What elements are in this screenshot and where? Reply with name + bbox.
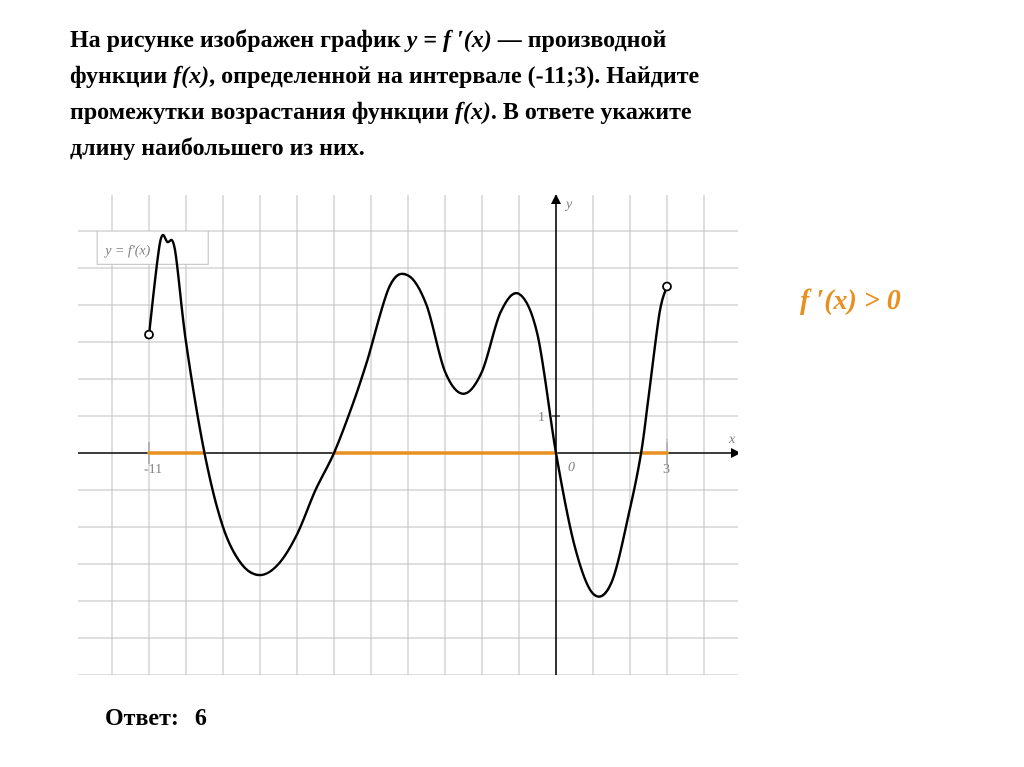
svg-text:x: x	[728, 432, 736, 447]
svg-text:y = f'(x): y = f'(x)	[103, 243, 150, 258]
svg-text:1: 1	[538, 410, 545, 425]
svg-text:-11: -11	[144, 462, 162, 477]
graph-container: 0 1 -11 3 x y y = f'(x)	[78, 195, 738, 675]
text-part: — производной	[492, 27, 667, 53]
derivative-condition: f ′(x) > 0	[800, 285, 901, 317]
problem-statement: На рисунке изображен график y = f ′(x) —…	[70, 22, 830, 166]
equation: f(x)	[455, 99, 491, 125]
answer-value: 6	[195, 705, 207, 731]
equation: y = f ′(x)	[407, 27, 492, 53]
answer-block: Ответ: 6	[105, 705, 207, 732]
text-part: . В ответе укажите	[491, 99, 692, 125]
svg-text:y: y	[564, 197, 573, 212]
text-part: промежутки возрастания функции	[70, 99, 455, 125]
svg-text:3: 3	[663, 462, 670, 477]
equation: f(x)	[173, 63, 209, 89]
text-part: , определенной на интервале (-11;3). Най…	[209, 63, 699, 89]
text-part: длину наибольшего из них.	[70, 135, 365, 161]
derivative-graph: 0 1 -11 3 x y y = f'(x)	[78, 195, 738, 675]
svg-text:0: 0	[568, 460, 575, 475]
answer-label: Ответ:	[105, 705, 179, 731]
text-part: функции	[70, 63, 173, 89]
text-part: На рисунке изображен график	[70, 27, 407, 53]
